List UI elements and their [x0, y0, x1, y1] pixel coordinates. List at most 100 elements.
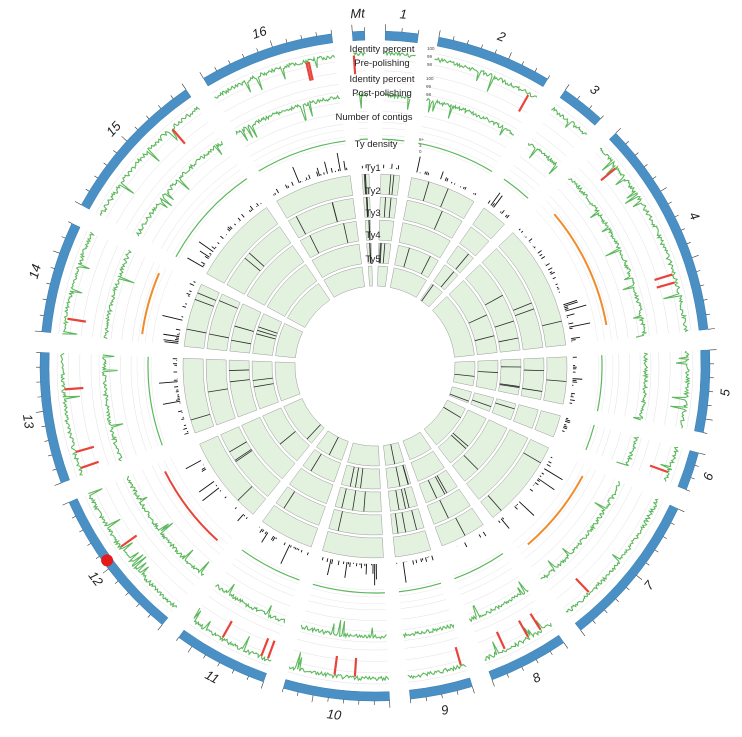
gridline — [143, 356, 159, 447]
ty4-element — [451, 434, 467, 449]
ideogram-tick — [75, 201, 82, 206]
ideogram-tick — [706, 313, 711, 315]
contig-count-line — [585, 424, 595, 451]
ty-density-bar — [215, 484, 218, 487]
ty-density-bar — [293, 546, 295, 549]
identity-post-line — [568, 178, 648, 338]
gridline — [686, 350, 694, 430]
ty-density-bar — [425, 171, 428, 175]
ideogram-tick — [681, 228, 686, 231]
gridline — [382, 111, 409, 114]
ty5-band — [453, 360, 476, 387]
ty-density-bar — [431, 555, 434, 561]
ty5-element — [454, 373, 475, 377]
identity-pre-line — [59, 352, 83, 476]
ty2-element — [244, 257, 261, 272]
ty-density-bar — [525, 236, 527, 238]
track-scales: 100 99 98 100 99 98 6+ 3 0 — [419, 46, 435, 154]
ty-density-bar — [402, 561, 407, 583]
gridline — [355, 81, 367, 83]
gridline — [649, 442, 661, 476]
gridline — [195, 614, 274, 656]
ideogram-tick — [703, 432, 708, 434]
gridline — [151, 155, 232, 244]
gridline — [382, 121, 407, 125]
ty-density-bar — [280, 544, 291, 564]
gridline — [550, 196, 618, 340]
ty2-element — [295, 216, 306, 235]
ty-density-bar — [237, 217, 241, 221]
ty-density-bar — [421, 558, 424, 561]
ideogram-tick — [698, 452, 706, 455]
identity-post-line — [300, 620, 387, 640]
ideogram-tick — [652, 176, 657, 180]
ty1-element — [455, 517, 466, 536]
ty1-element — [440, 188, 449, 208]
gridline — [406, 648, 461, 660]
ty-density-bar — [184, 432, 189, 435]
ideogram-tick — [589, 105, 593, 109]
ideogram-tick — [703, 299, 708, 301]
ty-density-bar — [571, 339, 576, 341]
gridline — [157, 462, 224, 551]
ty2-element — [434, 210, 443, 230]
ty-element-tracks — [182, 173, 568, 559]
ty-density-bar — [199, 250, 210, 258]
gridline — [540, 205, 605, 341]
gridline — [427, 94, 518, 130]
gridline — [383, 100, 410, 104]
number-of-contigs-track — [141, 138, 608, 594]
ty-density-bar — [514, 506, 518, 510]
identity-pre-line — [484, 620, 552, 661]
ty-density-bar — [316, 171, 319, 177]
gridline — [383, 81, 412, 85]
ty-density-bar — [336, 152, 341, 172]
ty-density-bar — [529, 488, 534, 492]
ty1-band — [199, 435, 267, 515]
ty-density-bar — [305, 177, 308, 181]
identity-post-line — [383, 92, 411, 110]
ty4-band — [410, 450, 445, 482]
ty5-band — [383, 442, 405, 466]
gridline — [225, 572, 291, 607]
ideogram-tick — [438, 30, 441, 38]
ty-density-bar — [427, 172, 430, 176]
ideogram-tick — [654, 549, 659, 553]
ty2-element — [411, 510, 418, 530]
ty3-element — [494, 320, 515, 328]
ty-density-bar — [214, 246, 217, 249]
ideogram-tick — [506, 673, 509, 678]
ty5-band — [347, 442, 380, 467]
ideogram-tick — [626, 587, 630, 591]
ideogram-tick — [113, 150, 117, 154]
identity-dip — [221, 620, 233, 638]
gridline — [249, 123, 344, 157]
ty-density-bar — [539, 253, 543, 257]
ideogram-tick — [674, 214, 679, 218]
ty3-element — [309, 235, 320, 254]
ideogram-tick — [300, 35, 302, 40]
ideogram-tick — [563, 642, 569, 649]
ty2-element — [332, 202, 338, 222]
gridline — [144, 267, 167, 343]
ty4-band — [470, 392, 495, 412]
ty-density-bar — [227, 226, 232, 231]
gridline — [463, 576, 519, 605]
gridline — [425, 105, 512, 139]
ty-density-bar — [237, 513, 244, 522]
chromosome-label-3: 3 — [587, 82, 603, 99]
ty-density-bar — [464, 542, 468, 548]
identity-post-line — [103, 249, 135, 339]
chromosome-band-6 — [677, 450, 699, 491]
ty-density-bar — [561, 430, 565, 432]
ty-density-bar — [183, 424, 187, 427]
ideogram-tick — [418, 29, 420, 34]
ty2-element — [394, 513, 399, 534]
chromosome-label-2: 2 — [495, 28, 509, 45]
gridline — [453, 550, 502, 577]
chromosome-label-6: 6 — [700, 470, 717, 482]
ty-density-bar — [308, 174, 311, 180]
gridline — [556, 491, 643, 600]
chromosome-label-12: 12 — [85, 568, 106, 589]
ty4-element — [420, 255, 431, 275]
